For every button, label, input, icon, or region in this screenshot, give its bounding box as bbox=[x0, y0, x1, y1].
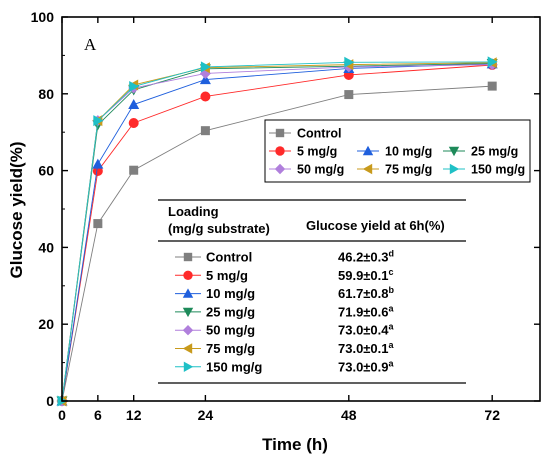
data-point bbox=[93, 115, 104, 127]
legend-marker bbox=[362, 163, 373, 175]
x-tick-label: 12 bbox=[126, 407, 142, 423]
table-row-label: 75 mg/g bbox=[206, 341, 255, 356]
significance-letter: a bbox=[389, 340, 395, 350]
table-row-label: 5 mg/g bbox=[206, 268, 248, 283]
series-layer bbox=[56, 56, 498, 407]
x-tick-label: 72 bbox=[484, 407, 500, 423]
table-row-marker bbox=[183, 270, 193, 280]
data-point bbox=[93, 219, 103, 229]
y-tick-label: 60 bbox=[38, 163, 54, 179]
legend-marker bbox=[275, 146, 285, 156]
table-row-marker bbox=[182, 325, 194, 336]
plot-frame bbox=[61, 16, 541, 402]
x-tick-label: 48 bbox=[341, 407, 357, 423]
data-point bbox=[200, 61, 211, 73]
inset-table: Loading (mg/g substrate) Glucose yield at … bbox=[158, 199, 466, 384]
significance-letter: a bbox=[389, 303, 395, 313]
series-line bbox=[61, 64, 493, 402]
table-header-col1: Loading bbox=[168, 204, 219, 219]
table-header-col1-sub: (mg/g substrate) bbox=[168, 221, 270, 236]
legend-marker bbox=[275, 128, 285, 138]
data-point bbox=[344, 90, 354, 100]
table-row-value: 73.0±0.9a bbox=[338, 358, 395, 374]
y-tick-label: 40 bbox=[38, 239, 54, 255]
series-150-mg-g bbox=[57, 56, 498, 407]
table-row-label: 50 mg/g bbox=[206, 323, 255, 338]
legend-label: 25 mg/g bbox=[471, 145, 518, 159]
legend-label: Control bbox=[297, 127, 341, 141]
x-tick-label: 6 bbox=[94, 407, 102, 423]
data-point bbox=[128, 99, 140, 110]
table-header-col2: Glucose yield at 6h(%) bbox=[306, 218, 445, 233]
legend-marker bbox=[449, 163, 460, 175]
significance-letter: d bbox=[389, 249, 395, 259]
legend-label: 150 mg/g bbox=[471, 163, 525, 177]
table-row-marker bbox=[182, 288, 194, 298]
significance-letter: b bbox=[389, 285, 395, 295]
data-point bbox=[92, 158, 104, 169]
legend-label: 75 mg/g bbox=[385, 163, 432, 177]
legend-marker bbox=[274, 163, 286, 175]
data-point bbox=[344, 56, 355, 68]
table-row-value: 61.7±0.8b bbox=[338, 285, 395, 301]
significance-letter: a bbox=[389, 322, 395, 332]
series-line bbox=[61, 61, 493, 402]
y-tick-label: 0 bbox=[46, 393, 54, 409]
table-row-value: 73.0±0.4a bbox=[338, 322, 395, 338]
table-row-value: 71.9±0.6a bbox=[338, 303, 395, 319]
data-point bbox=[487, 56, 498, 68]
table-row-marker bbox=[183, 361, 194, 372]
data-point bbox=[487, 81, 497, 91]
legend-label: 10 mg/g bbox=[385, 145, 432, 159]
x-tick-label: 0 bbox=[58, 407, 66, 423]
series-line bbox=[61, 63, 493, 402]
legend-marker bbox=[362, 145, 374, 156]
y-tick-label: 80 bbox=[38, 86, 54, 102]
data-point bbox=[200, 126, 210, 136]
table-row-marker bbox=[182, 343, 193, 354]
table-row-value: 46.2±0.3d bbox=[338, 249, 394, 265]
x-tick-label: 24 bbox=[198, 407, 214, 423]
axes-layer: 0 6 12 24 48 72 0 20 40 60 80 100 bbox=[31, 9, 541, 423]
legend-label: 50 mg/g bbox=[297, 163, 344, 177]
legend: Control 5 mg/g 10 mg/g 25 mg/g 50 mg/g 75 mg/… bbox=[264, 119, 531, 183]
table-row-label: Control bbox=[206, 250, 252, 265]
data-point bbox=[129, 165, 139, 175]
table-row-value: 59.9±0.1c bbox=[338, 267, 394, 283]
y-tick-label: 20 bbox=[38, 316, 54, 332]
table-row-marker bbox=[182, 307, 194, 318]
table-row-label: 150 mg/g bbox=[206, 359, 262, 374]
data-point bbox=[199, 74, 211, 85]
legend-marker bbox=[448, 146, 460, 157]
legend-label: 5 mg/g bbox=[297, 145, 337, 159]
y-tick-label: 100 bbox=[31, 9, 55, 25]
legend-box bbox=[264, 119, 531, 183]
table-row-label: 10 mg/g bbox=[206, 286, 255, 301]
panel-label: A bbox=[84, 35, 97, 54]
data-point bbox=[200, 91, 211, 102]
y-axis-label: Glucose yield(%) bbox=[7, 142, 26, 279]
series-line bbox=[61, 85, 493, 402]
data-point bbox=[128, 117, 139, 128]
data-point bbox=[129, 81, 140, 93]
significance-letter: a bbox=[389, 358, 395, 368]
table-row-marker bbox=[183, 252, 193, 262]
table-row-value: 73.0±0.1a bbox=[338, 340, 395, 356]
significance-letter: c bbox=[389, 267, 394, 277]
x-axis-label: Time (h) bbox=[262, 435, 328, 454]
series-5-mg-g bbox=[57, 60, 498, 406]
table-row-label: 25 mg/g bbox=[206, 304, 255, 319]
